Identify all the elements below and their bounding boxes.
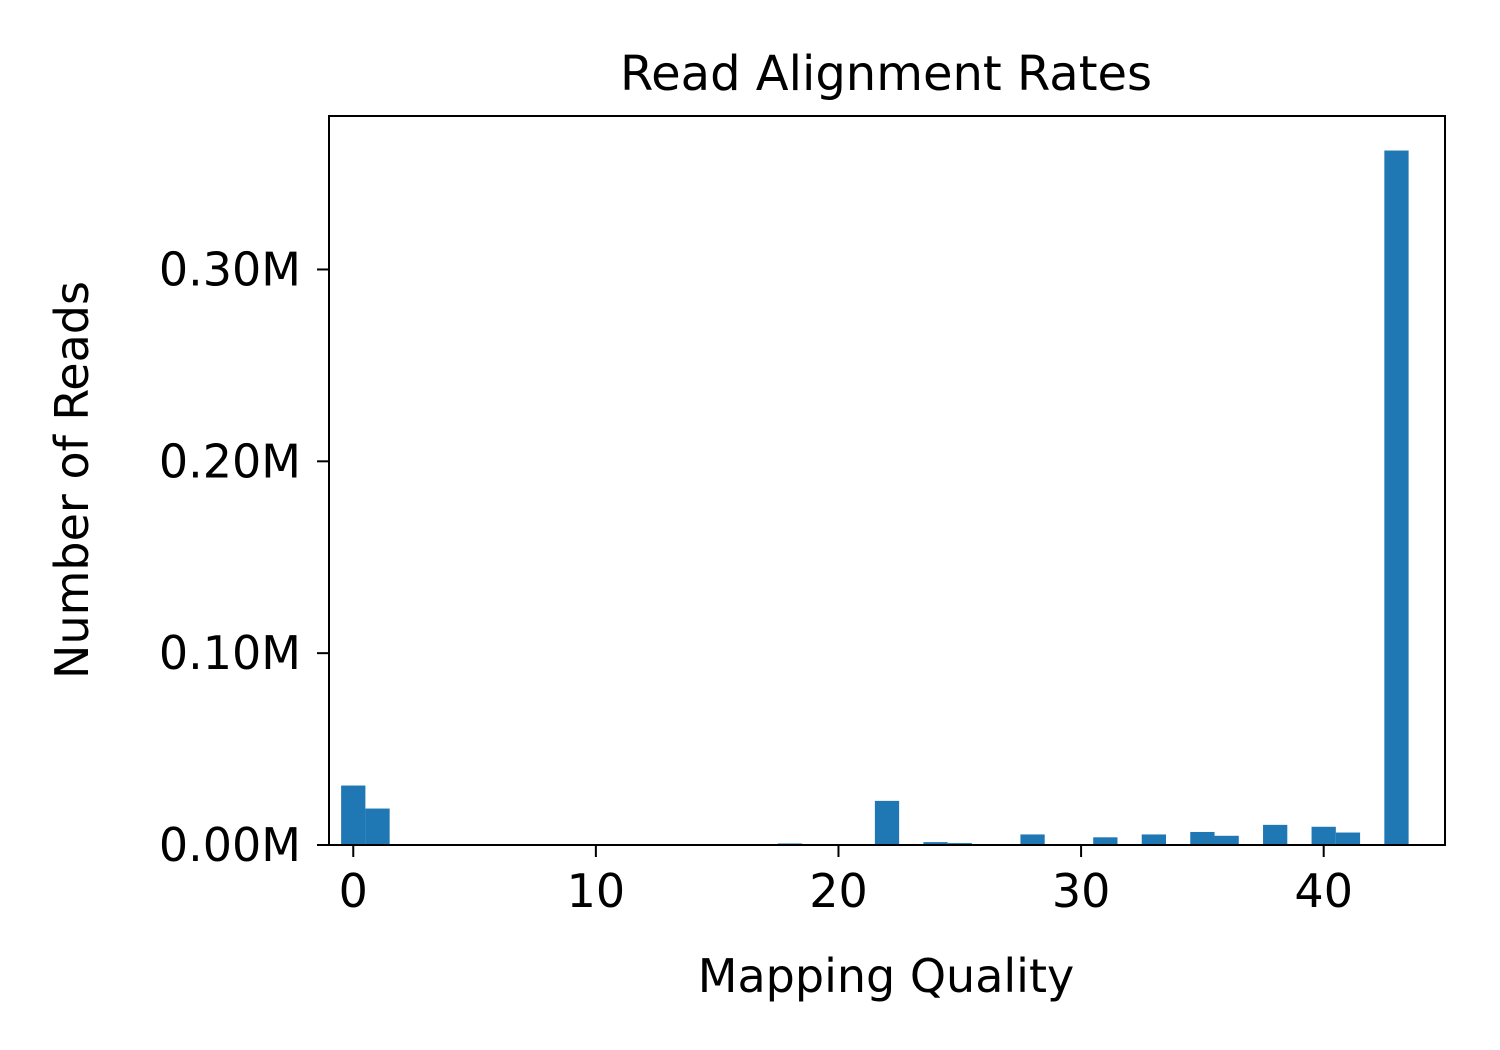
- bar-mq-43: [1384, 150, 1409, 845]
- y-axis-title: Number of Reads: [45, 281, 99, 679]
- bars-layer: [341, 150, 1409, 845]
- bar-mq-28: [1020, 834, 1045, 845]
- x-tick-label: 40: [1294, 864, 1353, 918]
- bar-mq-24: [923, 842, 948, 845]
- bar-mq-1: [365, 808, 390, 845]
- bar-mq-36: [1214, 835, 1239, 845]
- bar-mq-41: [1335, 832, 1361, 845]
- bar-mq-33: [1141, 834, 1166, 845]
- bar-mq-38: [1263, 824, 1288, 845]
- chart-title: Read Alignment Rates: [620, 46, 1152, 102]
- bar-mq-31: [1093, 837, 1118, 845]
- x-tick-label: 10: [567, 864, 626, 918]
- bar-mq-22: [874, 800, 900, 845]
- x-axis-title: Mapping Quality: [698, 949, 1074, 1003]
- plot-frame: [328, 115, 1446, 846]
- bar-mq-40: [1311, 826, 1336, 845]
- bar-mq-0: [341, 785, 366, 845]
- x-tick-label: 20: [809, 864, 868, 918]
- x-axis-ticks: 0 10 20 30 40: [339, 845, 1353, 918]
- bar-mq-35: [1190, 831, 1215, 845]
- x-tick-label: 0: [339, 864, 368, 918]
- y-tick-label: 0.30M: [159, 242, 301, 296]
- y-tick-label: 0.20M: [159, 434, 301, 488]
- x-tick-label: 30: [1052, 864, 1111, 918]
- y-tick-label: 0.00M: [159, 818, 301, 872]
- y-tick-label: 0.10M: [159, 626, 301, 680]
- y-axis-ticks: 0.00M 0.10M 0.20M 0.30M: [159, 242, 329, 872]
